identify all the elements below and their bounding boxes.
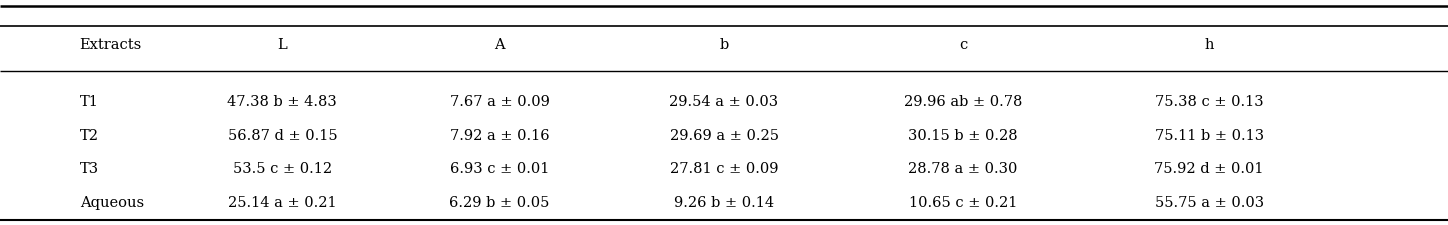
Text: 6.93 c ± 0.01: 6.93 c ± 0.01 — [450, 162, 549, 176]
Text: Extracts: Extracts — [80, 38, 142, 52]
Text: A: A — [494, 38, 505, 52]
Text: T2: T2 — [80, 128, 98, 142]
Text: 30.15 b ± 0.28: 30.15 b ± 0.28 — [908, 128, 1018, 142]
Text: 28.78 a ± 0.30: 28.78 a ± 0.30 — [908, 162, 1018, 176]
Text: 29.54 a ± 0.03: 29.54 a ± 0.03 — [669, 94, 779, 108]
Text: 7.92 a ± 0.16: 7.92 a ± 0.16 — [450, 128, 549, 142]
Text: h: h — [1205, 38, 1213, 52]
Text: 47.38 b ± 4.83: 47.38 b ± 4.83 — [227, 94, 337, 108]
Text: 27.81 c ± 0.09: 27.81 c ± 0.09 — [670, 162, 778, 176]
Text: L: L — [278, 38, 287, 52]
Text: 55.75 a ± 0.03: 55.75 a ± 0.03 — [1154, 196, 1264, 209]
Text: Aqueous: Aqueous — [80, 196, 143, 209]
Text: 10.65 c ± 0.21: 10.65 c ± 0.21 — [909, 196, 1016, 209]
Text: 6.29 b ± 0.05: 6.29 b ± 0.05 — [449, 196, 550, 209]
Text: 29.69 a ± 0.25: 29.69 a ± 0.25 — [669, 128, 779, 142]
Text: b: b — [720, 38, 728, 52]
Text: 75.11 b ± 0.13: 75.11 b ± 0.13 — [1154, 128, 1264, 142]
Text: 56.87 d ± 0.15: 56.87 d ± 0.15 — [227, 128, 337, 142]
Text: 9.26 b ± 0.14: 9.26 b ± 0.14 — [673, 196, 775, 209]
Text: T3: T3 — [80, 162, 98, 176]
Text: 25.14 a ± 0.21: 25.14 a ± 0.21 — [227, 196, 337, 209]
Text: 75.92 d ± 0.01: 75.92 d ± 0.01 — [1154, 162, 1264, 176]
Text: T1: T1 — [80, 94, 98, 108]
Text: 29.96 ab ± 0.78: 29.96 ab ± 0.78 — [904, 94, 1022, 108]
Text: c: c — [959, 38, 967, 52]
Text: 7.67 a ± 0.09: 7.67 a ± 0.09 — [450, 94, 549, 108]
Text: 53.5 c ± 0.12: 53.5 c ± 0.12 — [233, 162, 332, 176]
Text: 75.38 c ± 0.13: 75.38 c ± 0.13 — [1154, 94, 1264, 108]
